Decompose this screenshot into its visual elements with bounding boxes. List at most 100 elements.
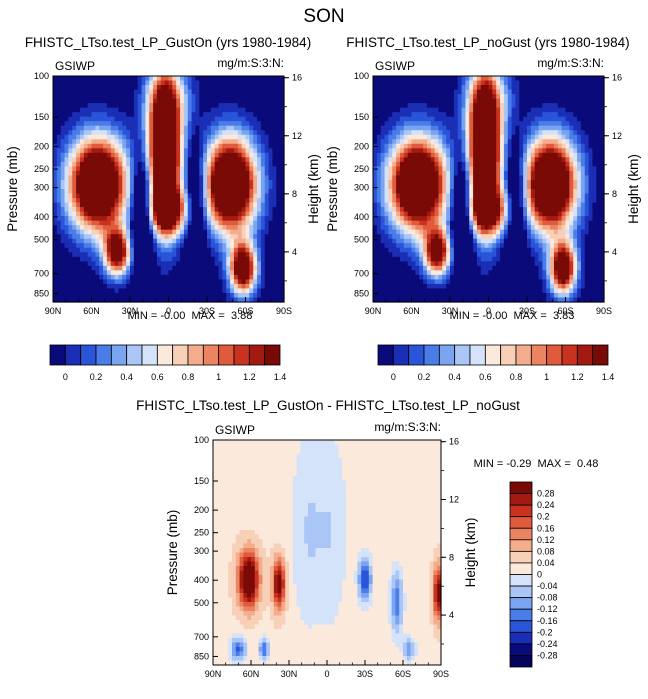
heatmap-cell bbox=[527, 121, 531, 126]
heatmap-cell bbox=[388, 99, 392, 104]
heatmap-cell bbox=[535, 180, 539, 185]
heatmap-cell bbox=[265, 252, 269, 257]
heatmap-cell bbox=[188, 279, 192, 284]
heatmap-cell bbox=[184, 90, 188, 95]
heatmap-cell bbox=[253, 252, 257, 257]
heatmap-cell bbox=[515, 194, 519, 199]
heatmap-cell bbox=[111, 194, 115, 199]
heatmap-cell bbox=[68, 270, 72, 275]
heatmap-cell bbox=[95, 76, 99, 81]
heatmap-cell bbox=[257, 144, 261, 149]
heatmap-cell bbox=[458, 85, 462, 90]
heatmap-cell bbox=[446, 171, 450, 176]
heatmap-cell bbox=[462, 166, 466, 171]
heatmap-cell bbox=[438, 139, 442, 144]
heatmap-cell bbox=[450, 175, 454, 180]
heatmap-cell bbox=[485, 203, 489, 208]
heatmap-cell bbox=[569, 203, 573, 208]
heatmap-cell bbox=[585, 162, 589, 167]
heatmap-cell bbox=[473, 121, 477, 126]
heatmap-cell bbox=[558, 121, 562, 126]
heatmap-cell bbox=[153, 207, 157, 212]
heatmap-cell bbox=[477, 90, 481, 95]
heatmap-cell bbox=[577, 90, 581, 95]
heatmap-cell bbox=[149, 166, 153, 171]
heatmap-cell bbox=[272, 166, 276, 171]
heatmap-cell bbox=[57, 189, 61, 194]
heatmap-cell bbox=[72, 175, 76, 180]
heatmap-cell bbox=[219, 239, 223, 244]
heatmap-cell bbox=[253, 198, 257, 203]
heatmap-cell bbox=[492, 203, 496, 208]
heatmap-cell bbox=[226, 270, 230, 275]
heatmap-cell bbox=[215, 207, 219, 212]
heatmap-cell bbox=[257, 221, 261, 226]
heatmap-cell bbox=[508, 212, 512, 217]
heatmap-cell bbox=[80, 103, 84, 108]
heatmap-cell bbox=[53, 284, 57, 289]
heatmap-cell bbox=[215, 288, 219, 293]
heatmap-cell bbox=[257, 239, 261, 244]
heatmap-cell bbox=[126, 230, 130, 235]
heatmap-cell bbox=[172, 108, 176, 113]
heatmap-cell bbox=[92, 243, 96, 248]
heatmap-cell bbox=[515, 117, 519, 122]
heatmap-cell bbox=[165, 121, 169, 126]
heatmap-cell bbox=[562, 157, 566, 162]
heatmap-cell bbox=[72, 171, 76, 176]
heatmap-cell bbox=[596, 157, 600, 162]
heatmap-cell bbox=[72, 157, 76, 162]
heatmap-cell bbox=[61, 94, 65, 99]
heatmap-cell bbox=[238, 157, 242, 162]
heatmap-cell bbox=[242, 189, 246, 194]
heatmap-cell bbox=[219, 103, 223, 108]
heatmap-cell bbox=[230, 207, 234, 212]
heatmap-cell bbox=[481, 99, 485, 104]
heatmap-cell bbox=[84, 166, 88, 171]
heatmap-cell bbox=[500, 99, 504, 104]
heatmap-cell bbox=[88, 216, 92, 221]
heatmap-cell bbox=[272, 203, 276, 208]
heatmap-cell bbox=[188, 234, 192, 239]
heatmap-cell bbox=[111, 293, 115, 298]
heatmap-cell bbox=[165, 270, 169, 275]
heatmap-cell bbox=[226, 90, 230, 95]
heatmap-cell bbox=[454, 108, 458, 113]
heatmap-cell bbox=[400, 117, 404, 122]
heatmap-cell bbox=[539, 90, 543, 95]
heatmap-cell bbox=[539, 144, 543, 149]
heatmap-cell bbox=[581, 198, 585, 203]
heatmap-cell bbox=[400, 212, 404, 217]
heatmap-cell bbox=[388, 184, 392, 189]
heatmap-cell bbox=[500, 103, 504, 108]
colorbar-swatch bbox=[173, 345, 188, 365]
heatmap-cell bbox=[103, 130, 107, 135]
heatmap-cell bbox=[272, 194, 276, 199]
heatmap-cell bbox=[61, 135, 65, 140]
heatmap-cell bbox=[230, 94, 234, 99]
heatmap-cell bbox=[523, 121, 527, 126]
heatmap-cell bbox=[238, 194, 242, 199]
heatmap-cell bbox=[161, 270, 165, 275]
heatmap-cell bbox=[72, 212, 76, 217]
heatmap-cell bbox=[265, 117, 269, 122]
heatmap-cell bbox=[149, 126, 153, 131]
heatmap-cell bbox=[408, 171, 412, 176]
heatmap-cell bbox=[157, 239, 161, 244]
heatmap-cell bbox=[469, 121, 473, 126]
heatmap-cell bbox=[215, 225, 219, 230]
heatmap-cell bbox=[454, 81, 458, 86]
heatmap-cell bbox=[592, 76, 596, 81]
heatmap-cell bbox=[404, 99, 408, 104]
heatmap-cell bbox=[253, 184, 257, 189]
heatmap-cell bbox=[408, 216, 412, 221]
heatmap-cell bbox=[157, 144, 161, 149]
heatmap-cell bbox=[558, 135, 562, 140]
heatmap-cell bbox=[184, 148, 188, 153]
heatmap-cell bbox=[207, 175, 211, 180]
heatmap-cell bbox=[199, 135, 203, 140]
heatmap-cell bbox=[203, 248, 207, 253]
heatmap-cell bbox=[581, 108, 585, 113]
heatmap-cell bbox=[176, 189, 180, 194]
heatmap-cell bbox=[249, 99, 253, 104]
